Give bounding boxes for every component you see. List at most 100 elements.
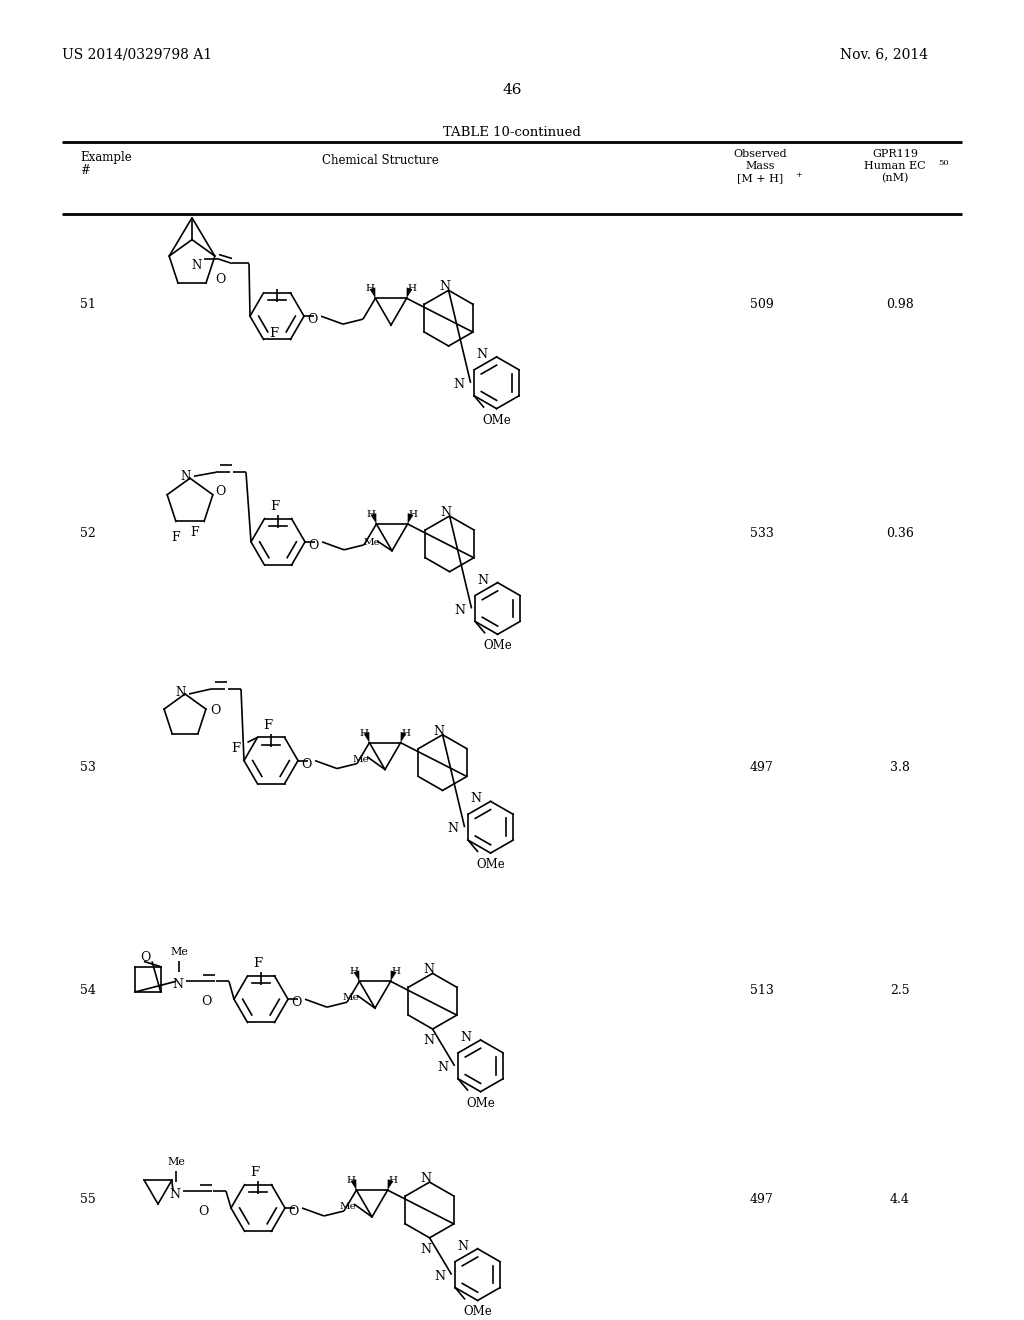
Text: N: N <box>454 603 465 616</box>
Text: Observed: Observed <box>733 149 786 160</box>
Polygon shape <box>408 513 414 524</box>
Text: N: N <box>181 470 191 483</box>
Text: N: N <box>460 1031 471 1044</box>
Text: H: H <box>408 284 416 293</box>
Text: Chemical Structure: Chemical Structure <box>322 154 438 168</box>
Text: O: O <box>308 539 318 552</box>
Text: OMe: OMe <box>482 413 511 426</box>
Text: Me: Me <box>167 1158 185 1167</box>
Text: F: F <box>171 532 179 544</box>
Text: Me: Me <box>340 1203 356 1210</box>
Text: (nM): (nM) <box>882 173 908 183</box>
Text: F: F <box>231 742 240 755</box>
Text: GPR119: GPR119 <box>872 149 918 160</box>
Text: F: F <box>190 527 199 540</box>
Text: 46: 46 <box>502 83 522 96</box>
Text: 51: 51 <box>80 298 96 312</box>
Text: H: H <box>347 1176 356 1185</box>
Text: N: N <box>170 1188 180 1201</box>
Text: O: O <box>307 313 317 326</box>
Text: 53: 53 <box>80 760 96 774</box>
Text: N: N <box>440 506 452 519</box>
Text: Human EC: Human EC <box>864 161 926 172</box>
Text: O: O <box>198 1205 208 1218</box>
Text: Me: Me <box>343 993 359 1002</box>
Text: N: N <box>423 964 434 977</box>
Text: H: H <box>366 284 375 293</box>
Text: OMe: OMe <box>476 858 505 871</box>
Polygon shape <box>350 1179 356 1191</box>
Text: H: H <box>409 510 417 519</box>
Text: N: N <box>420 1172 431 1185</box>
Text: 52: 52 <box>80 527 96 540</box>
Text: Me: Me <box>170 948 188 957</box>
Text: N: N <box>476 348 487 360</box>
Text: F: F <box>253 957 262 970</box>
Text: US 2014/0329798 A1: US 2014/0329798 A1 <box>62 48 212 62</box>
Text: 533: 533 <box>750 527 774 540</box>
Text: N: N <box>439 280 451 293</box>
Text: O: O <box>301 758 311 771</box>
Text: F: F <box>270 500 280 513</box>
Text: Me: Me <box>353 755 370 764</box>
Text: 4.4: 4.4 <box>890 1193 910 1206</box>
Text: 0.98: 0.98 <box>886 298 913 312</box>
Text: 50: 50 <box>938 160 948 168</box>
Polygon shape <box>400 731 407 743</box>
Text: #: # <box>80 164 90 177</box>
Text: N: N <box>470 792 481 805</box>
Text: O: O <box>291 997 301 1010</box>
Text: N: N <box>191 259 202 272</box>
Polygon shape <box>353 970 359 981</box>
Text: H: H <box>391 968 400 977</box>
Text: [M + H]: [M + H] <box>737 173 783 183</box>
Text: N: N <box>447 822 458 836</box>
Text: 509: 509 <box>751 298 774 312</box>
Text: Example: Example <box>80 150 132 164</box>
Text: H: H <box>367 510 376 519</box>
Text: F: F <box>263 719 272 731</box>
Text: 497: 497 <box>751 760 774 774</box>
Text: TABLE 10-continued: TABLE 10-continued <box>443 127 581 140</box>
Text: O: O <box>215 486 225 498</box>
Text: F: F <box>251 1167 259 1179</box>
Polygon shape <box>388 1179 393 1191</box>
Text: O: O <box>288 1205 298 1218</box>
Polygon shape <box>407 288 413 298</box>
Text: N: N <box>453 378 464 391</box>
Text: N: N <box>477 574 488 586</box>
Polygon shape <box>370 288 376 298</box>
Text: Mass: Mass <box>745 161 775 172</box>
Polygon shape <box>371 513 377 524</box>
Polygon shape <box>390 970 396 981</box>
Text: N: N <box>172 978 183 991</box>
Text: H: H <box>359 729 369 738</box>
Text: 3.8: 3.8 <box>890 760 910 774</box>
Text: N: N <box>437 1061 449 1074</box>
Text: +: + <box>795 172 802 180</box>
Text: O: O <box>201 995 211 1008</box>
Text: 2.5: 2.5 <box>890 985 909 998</box>
Text: H: H <box>350 968 358 977</box>
Text: OMe: OMe <box>463 1305 492 1319</box>
Text: N: N <box>420 1243 431 1255</box>
Text: O: O <box>210 704 220 717</box>
Text: OMe: OMe <box>466 1097 495 1110</box>
Text: N: N <box>433 725 444 738</box>
Text: N: N <box>457 1239 468 1253</box>
Text: H: H <box>388 1176 397 1185</box>
Polygon shape <box>364 731 370 743</box>
Text: Nov. 6, 2014: Nov. 6, 2014 <box>840 48 928 62</box>
Text: 497: 497 <box>751 1193 774 1206</box>
Text: N: N <box>434 1270 445 1283</box>
Text: H: H <box>401 729 410 738</box>
Text: F: F <box>269 327 279 341</box>
Text: 54: 54 <box>80 985 96 998</box>
Text: 55: 55 <box>80 1193 96 1206</box>
Text: N: N <box>423 1034 434 1047</box>
Text: 513: 513 <box>750 985 774 998</box>
Text: N: N <box>176 686 186 700</box>
Text: 0.36: 0.36 <box>886 527 914 540</box>
Text: O: O <box>140 952 151 965</box>
Text: Me: Me <box>364 537 381 546</box>
